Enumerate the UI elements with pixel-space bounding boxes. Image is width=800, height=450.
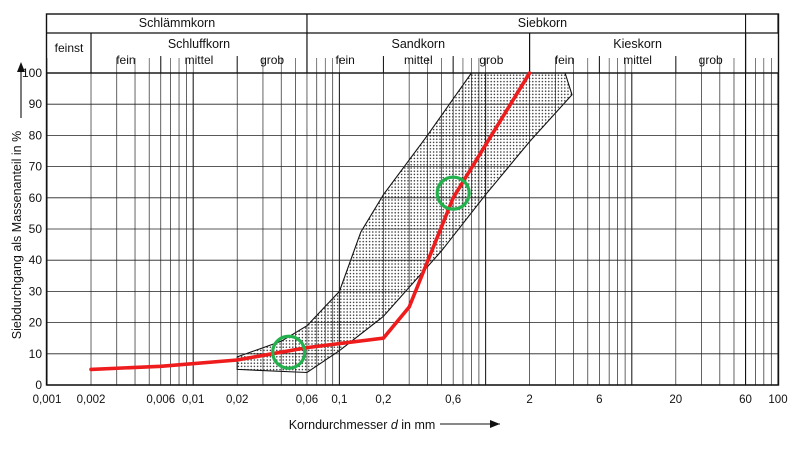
envelope-band [236,72,573,374]
series-layer [89,71,532,372]
x-axis-label-part: in mm [398,418,436,432]
subdivision-label: grob [699,53,723,67]
x-tick-label: 0,06 [296,394,318,406]
x-tick-label: 0,006 [146,394,175,406]
x-axis-label-part: Korndurchmesser [289,418,391,432]
class-label: feinst [55,41,84,55]
y-tick-label: 10 [29,347,43,361]
subdivision-label: grob [260,53,284,67]
x-tick-label: 0,001 [33,394,62,406]
x-tick-label: 6 [596,394,602,406]
subdivision-label: grob [479,53,503,67]
subdivision-label: fein [336,53,355,67]
class-label: Schluffkorn [168,37,230,51]
subdivision-label: fein [116,53,135,67]
y-axis-label: Siebdurchgang als Massenanteil in % [10,131,24,339]
grading-curve [89,71,532,372]
frame-layer [45,13,780,386]
x-axis-label: Korndurchmesser d in mm [289,418,436,432]
y-tick-label: 90 [29,97,43,111]
y-tick-label: 30 [29,284,43,298]
x-tick-label: 100 [768,394,787,406]
x-tick-label: 0,02 [226,394,248,406]
y-tick-label: 50 [29,222,43,236]
header-group-label: Siebkorn [518,16,567,30]
x-tick-label: 0,2 [375,394,391,406]
y-tick-label: 60 [29,191,43,205]
header-group-label: Schlämmkorn [139,16,215,30]
x-axis-arrowhead [490,420,500,428]
y-tick-label: 40 [29,253,43,267]
chart-frame [45,13,780,386]
highlight-circle [271,334,307,370]
x-tick-label: 0,6 [445,394,461,406]
subdivision-label: mittel [185,53,214,67]
y-tick-label: 80 [29,128,43,142]
y-axis-arrowhead [17,62,25,72]
highlight-layer [271,175,471,370]
header-layer: Schlämmkorn Siebkorn feinst Schluffkorn fein… [55,14,779,385]
tick-layer: 0 10 20 30 40 50 60 70 80 90 100 0,001 0,002 0,006 0,0… [22,66,788,406]
class-label: Sandkorn [392,37,446,51]
x-tick-label: 0,002 [77,394,106,406]
class-label: Kieskorn [613,37,662,51]
y-tick-label: 70 [29,160,43,174]
y-tick-label: 20 [29,316,43,330]
subdivision-label: mittel [623,53,652,67]
highlight-circle [435,175,471,211]
envelope-layer [236,72,573,374]
axis-label-layer: Siebdurchgang als Massenanteil in % Kornd… [10,62,500,432]
x-tick-label: 20 [669,394,682,406]
subdivision-label: fein [555,53,574,67]
x-tick-label: 2 [526,394,532,406]
x-tick-label: 60 [739,394,752,406]
subdivision-label: mittel [404,53,433,67]
x-tick-label: 0,1 [331,394,347,406]
x-axis-label-symbol: d [391,418,399,432]
x-tick-label: 0,01 [182,394,204,406]
y-tick-label: 100 [22,66,42,80]
y-tick-label: 0 [35,378,42,392]
